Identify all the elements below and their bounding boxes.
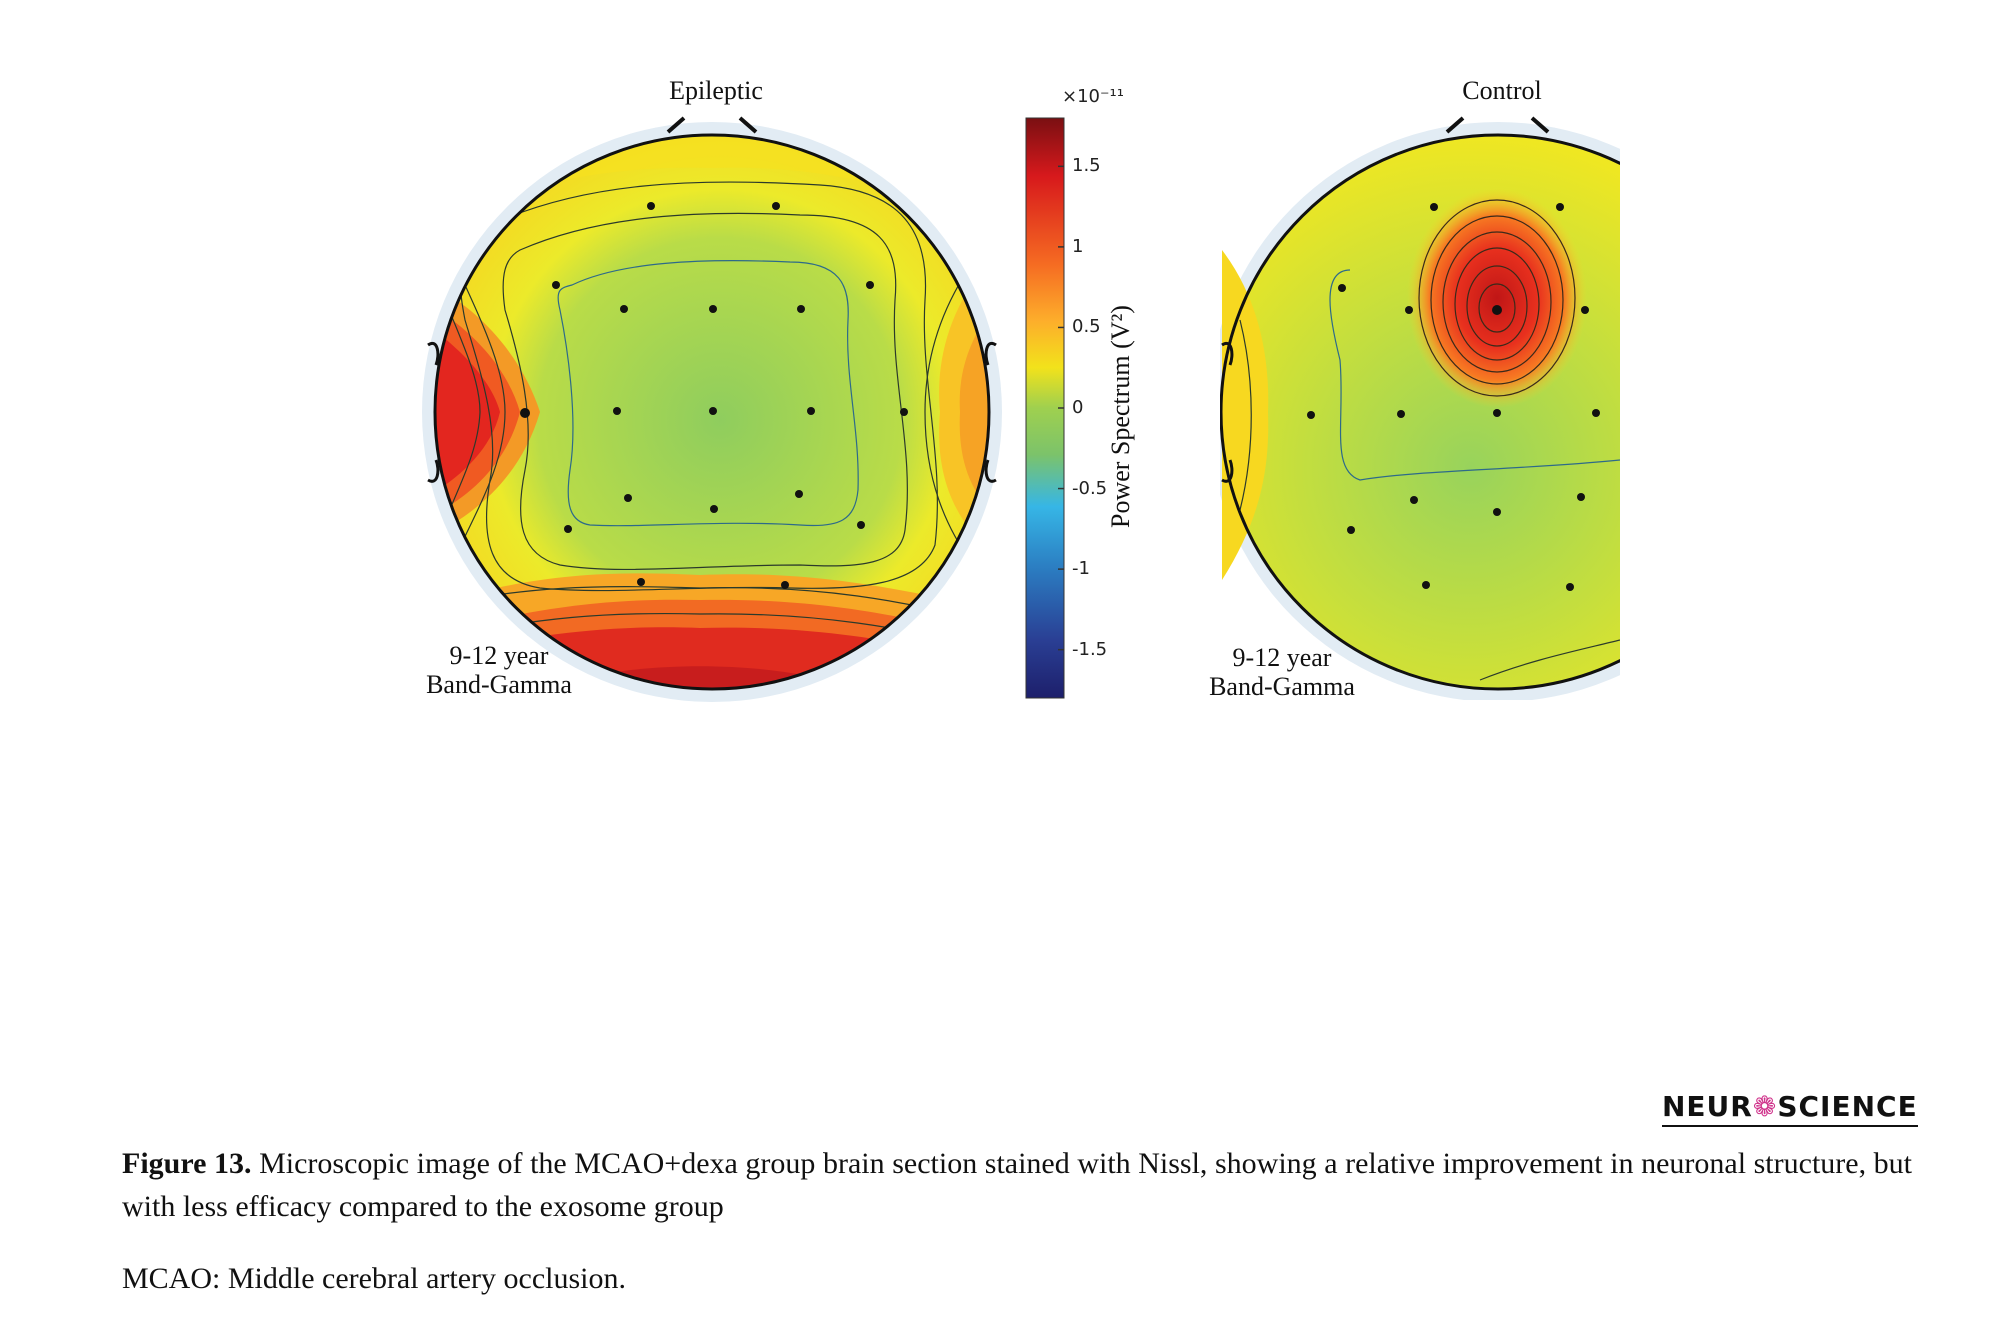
right-ear-left bbox=[1221, 341, 1234, 483]
colorbar-title: Power Spectrum (V²) bbox=[1106, 305, 1135, 528]
colorbar-tick-label: 1.5 bbox=[1072, 155, 1101, 177]
caption-text: Microscopic image of the MCAO+dexa group… bbox=[122, 1147, 1912, 1223]
colorbar-exponent: ×10⁻¹¹ bbox=[1062, 86, 1124, 107]
left-head-outline bbox=[433, 133, 991, 691]
caption-label: Figure 13. bbox=[122, 1147, 252, 1180]
colorbar-tick-label: -1.5 bbox=[1072, 638, 1108, 660]
colorbar-tick-label: -0.5 bbox=[1072, 477, 1108, 499]
colorbar-tick-label: -1 bbox=[1072, 558, 1090, 580]
colorbar-ticks bbox=[1058, 165, 1064, 651]
epileptic-topomap bbox=[422, 116, 1002, 702]
control-age-label: 9-12 year bbox=[1232, 643, 1332, 672]
control-band-label: Band-Gamma bbox=[1209, 672, 1355, 701]
epileptic-age-label: 9-12 year bbox=[449, 641, 549, 670]
figure: Epileptic Control 9-12 year Band-Gamma 9… bbox=[422, 76, 1620, 702]
abbreviation-note: MCAO: Middle cerebral artery occlusion. bbox=[122, 1262, 627, 1295]
colorbar-gradient bbox=[1025, 117, 1065, 699]
left-ear-right bbox=[984, 341, 997, 483]
colorbar-tick-label: 0.5 bbox=[1072, 316, 1101, 338]
left-nose bbox=[666, 116, 758, 134]
colorbar-tick-label: 0 bbox=[1072, 397, 1084, 418]
left-electrodes bbox=[520, 202, 908, 589]
logo-part1: NEUR bbox=[1662, 1090, 1753, 1123]
logo-part2: SCIENCE bbox=[1777, 1090, 1918, 1123]
right-nose bbox=[1445, 116, 1550, 134]
epileptic-title: Epileptic bbox=[669, 76, 763, 105]
epileptic-band-label: Band-Gamma bbox=[426, 670, 572, 699]
colorbar bbox=[1025, 117, 1065, 699]
brain-icon: ❁ bbox=[1752, 1090, 1778, 1123]
neuroscience-logo: NEUR❁SCIENCE bbox=[1662, 1090, 1918, 1127]
topographic-maps bbox=[422, 116, 1620, 702]
control-title: Control bbox=[1462, 76, 1542, 105]
left-ear-left bbox=[427, 341, 440, 483]
figure-caption: Figure 13. Microscopic image of the MCAO… bbox=[122, 1142, 1912, 1228]
control-topomap bbox=[1220, 116, 1620, 700]
colorbar-tick-label: 1 bbox=[1072, 235, 1084, 257]
